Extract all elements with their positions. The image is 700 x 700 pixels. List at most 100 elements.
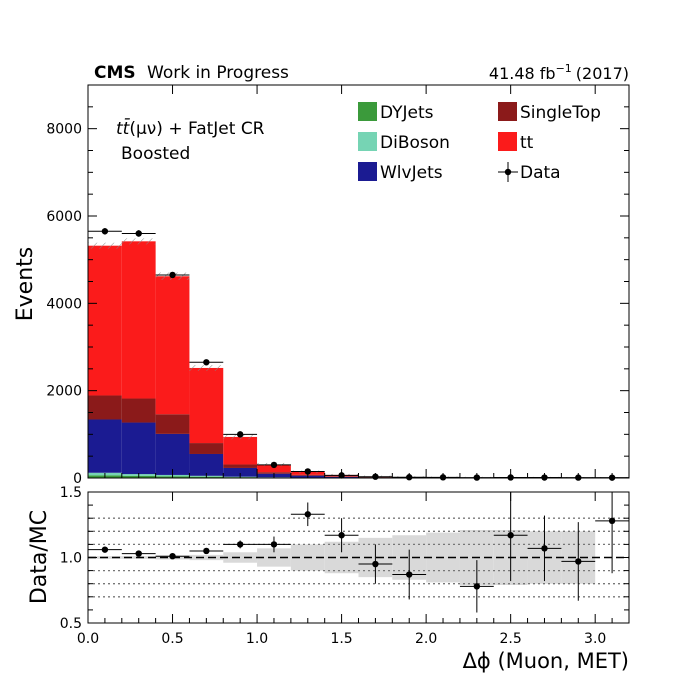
bar-tt-5 [257,464,291,473]
bar-tt-3 [189,367,224,444]
experiment-label: CMS [94,63,136,83]
ratio-point-7 [338,532,345,539]
bar-tt-4 [223,436,258,465]
bar-singletop-1 [121,398,156,423]
data-point-6 [304,468,311,475]
bar-singletop-5 [257,472,291,474]
region-label-line2: Boosted [121,144,190,164]
main-panel: 0 2000 4000 6000 8000 [46,84,630,487]
legend-label-wlvjets: WlvJets [380,163,443,183]
bar-wlvjets-3 [189,453,224,476]
bar-singletop-3 [189,443,224,454]
region-tt: t [116,119,124,139]
bar-wlvjets-4 [223,467,258,477]
data-point-0 [101,228,109,235]
bar-wlvjets-0 [88,419,122,473]
legend: DYJets DiBoson WlvJets SingleTop tt Data [358,102,601,183]
data-point-3 [203,359,210,366]
mc-unc-hatch-1 [121,238,156,245]
lumi-value: 41.48 fb [489,64,556,83]
bar-tt-2 [155,276,190,415]
data-point-2 [169,271,176,279]
legend-swatch-singletop [498,102,517,121]
legend-label-diboson: DiBoson [380,133,450,153]
ratio-point-11 [507,532,514,539]
ratio-point-10 [473,583,481,590]
legend-item-wlvjets: WlvJets [358,162,443,183]
bar-tt-0 [88,245,122,396]
y-tick-label-1: 2000 [46,384,82,400]
ratio-y-ticks: 0.5 1.0 1.5 [60,485,629,632]
legend-label-dyjets: DYJets [380,103,434,123]
legend-item-diboson: DiBoson [358,132,450,153]
series-singletop [88,395,629,478]
ratio-gridlines [88,517,629,598]
ratio-point-1 [135,550,142,557]
lumi-year: (2017) [576,64,629,83]
y-axis-label: Events [13,247,38,322]
ratio-band-4 [223,552,258,563]
ratio-band-3 [189,554,224,561]
ratio-y-axis-label: Data/MC [27,510,52,604]
legend-label-tt: tt [520,133,534,153]
ratio-point-3 [203,547,210,555]
legend-item-singletop: SingleTop [498,102,601,123]
lumi-label: 41.48 fb−1 (2017) [489,62,629,83]
ratio-y-tick-label-1: 1.0 [60,551,82,567]
ratio-panel: 0.0 0.5 1.0 1.5 2.0 2.5 3.00.51.01.5 [60,485,630,647]
ratio-point-6 [304,511,311,518]
ratio-point-9 [406,571,413,578]
bar-singletop-4 [223,464,258,468]
bar-wlvjets-2 [155,433,190,475]
legend-item-tt: tt [498,132,534,153]
x-tick-label-3: 1.5 [330,631,352,647]
legend-marker-dot [504,168,512,176]
region-label-line1: tt̄(μν) + FatJet CR [116,117,265,139]
ratio-point-2 [169,552,176,560]
mc-unc-hatch-0 [88,242,122,249]
x-tick-label-4: 2.0 [415,631,437,647]
x-tick-label-0: 0.0 [77,631,99,647]
ratio-point-4 [236,541,244,548]
y-ticks: 0 2000 4000 6000 8000 [46,106,629,487]
legend-label-data: Data [520,163,561,183]
region-tbar: t̄ [123,117,131,139]
legend-item-data: Data [498,162,561,183]
ratio-point-12 [541,545,548,552]
mc-unc-hatch-3 [189,365,224,371]
y-tick-label-3: 6000 [46,209,82,225]
series-tt [88,241,629,478]
ratio-point-14 [608,517,616,525]
ratio-y-tick-label-0: 0.5 [60,616,82,632]
x-tick-label-6: 3.0 [584,631,606,647]
legend-swatch-diboson [358,132,377,151]
ratio-point-0 [101,546,109,553]
y-tick-label-4: 8000 [46,122,82,138]
bar-singletop-2 [155,414,190,434]
data-point-4 [236,431,244,438]
bar-tt-1 [121,241,156,399]
data-point-1 [135,230,142,237]
ratio-y-tick-label-2: 1.5 [60,485,82,501]
region-rest: (μν) + FatJet CR [129,119,264,139]
bar-wlvjets-1 [121,422,156,475]
ratio-point-8 [372,560,379,568]
legend-swatch-tt [498,132,517,151]
legend-label-singletop: SingleTop [520,103,601,123]
x-tick-label-5: 2.5 [500,631,522,647]
lumi-exponent: −1 [556,62,572,75]
status-label: Work in Progress [147,63,289,83]
ratio-points [88,492,629,613]
legend-swatch-wlvjets [358,162,377,181]
x-ticks: 0.0 0.5 1.0 1.5 2.0 2.5 3.0 [77,492,613,647]
y-tick-label-2: 4000 [46,296,82,312]
legend-item-dyjets: DYJets [358,102,434,123]
data-point-5 [270,461,278,469]
bar-singletop-0 [88,395,122,420]
x-axis-label: Δϕ (Muon, MET) [463,649,629,673]
legend-swatch-dyjets [358,102,377,121]
y-tick-label-0: 0 [73,471,82,487]
ratio-point-5 [270,541,278,548]
